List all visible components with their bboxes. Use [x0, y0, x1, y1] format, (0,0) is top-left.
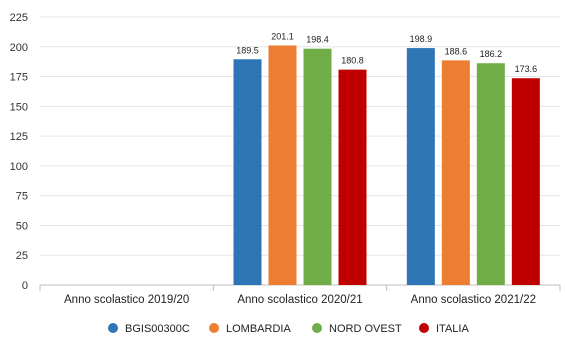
data-label: 186.2	[480, 49, 503, 59]
legend-item[interactable]: LOMBARDIA	[209, 323, 291, 335]
y-tick-label: 25	[16, 250, 28, 262]
legend-item[interactable]: ITALIA	[419, 323, 469, 335]
bar-lombardia[interactable]	[441, 60, 470, 285]
y-tick-label: 225	[10, 12, 28, 24]
data-label: 198.4	[306, 35, 329, 45]
x-axis: Anno scolastico 2019/20 Anno scolastico 2…	[39, 285, 561, 306]
data-label: 201.1	[271, 31, 294, 41]
gridlines	[40, 16, 560, 286]
bar-italia[interactable]	[338, 69, 367, 285]
legend-marker	[312, 323, 322, 333]
legend-marker	[209, 323, 219, 333]
legend-label: LOMBARDIA	[226, 323, 291, 335]
legend-marker	[419, 323, 429, 333]
bar-nord-ovest[interactable]	[303, 48, 332, 285]
bar-lombardia[interactable]	[268, 45, 297, 285]
data-label: 173.6	[515, 64, 538, 74]
bars: 189.5 201.1 198.4 180.8 198.9 188.6 186.2 173.6	[233, 31, 540, 286]
data-label: 189.5	[236, 45, 259, 55]
y-tick-label: 200	[10, 42, 28, 54]
legend-label: ITALIA	[436, 323, 469, 335]
legend-item[interactable]: BGIS00300C	[108, 323, 190, 335]
y-axis: 0 25 50 75 100 125 150 175 200 225	[10, 12, 28, 292]
bar-italia[interactable]	[511, 78, 540, 285]
y-tick-label: 50	[16, 220, 28, 232]
x-category-label: Anno scolastico 2020/21	[237, 294, 362, 306]
y-tick-label: 0	[22, 280, 28, 292]
legend-marker	[108, 323, 118, 333]
bar-nord-ovest[interactable]	[476, 63, 505, 285]
legend-label: BGIS00300C	[125, 323, 190, 335]
data-label: 180.8	[341, 56, 364, 66]
y-tick-label: 100	[10, 161, 28, 173]
bar-bgis00300c[interactable]	[233, 59, 262, 286]
legend-label: NORD OVEST	[329, 323, 402, 335]
y-tick-label: 125	[10, 131, 28, 143]
bar-bgis00300c[interactable]	[406, 48, 435, 286]
x-category-label: Anno scolastico 2021/22	[411, 294, 536, 306]
data-label: 198.9	[410, 34, 433, 44]
legend: BGIS00300C LOMBARDIA NORD OVEST ITALIA	[108, 323, 469, 335]
legend-item[interactable]: NORD OVEST	[312, 323, 402, 335]
y-tick-label: 150	[10, 101, 28, 113]
y-tick-label: 75	[16, 191, 28, 203]
x-category-label: Anno scolastico 2019/20	[64, 294, 189, 306]
y-tick-label: 175	[10, 72, 28, 84]
data-label: 188.6	[445, 46, 468, 56]
